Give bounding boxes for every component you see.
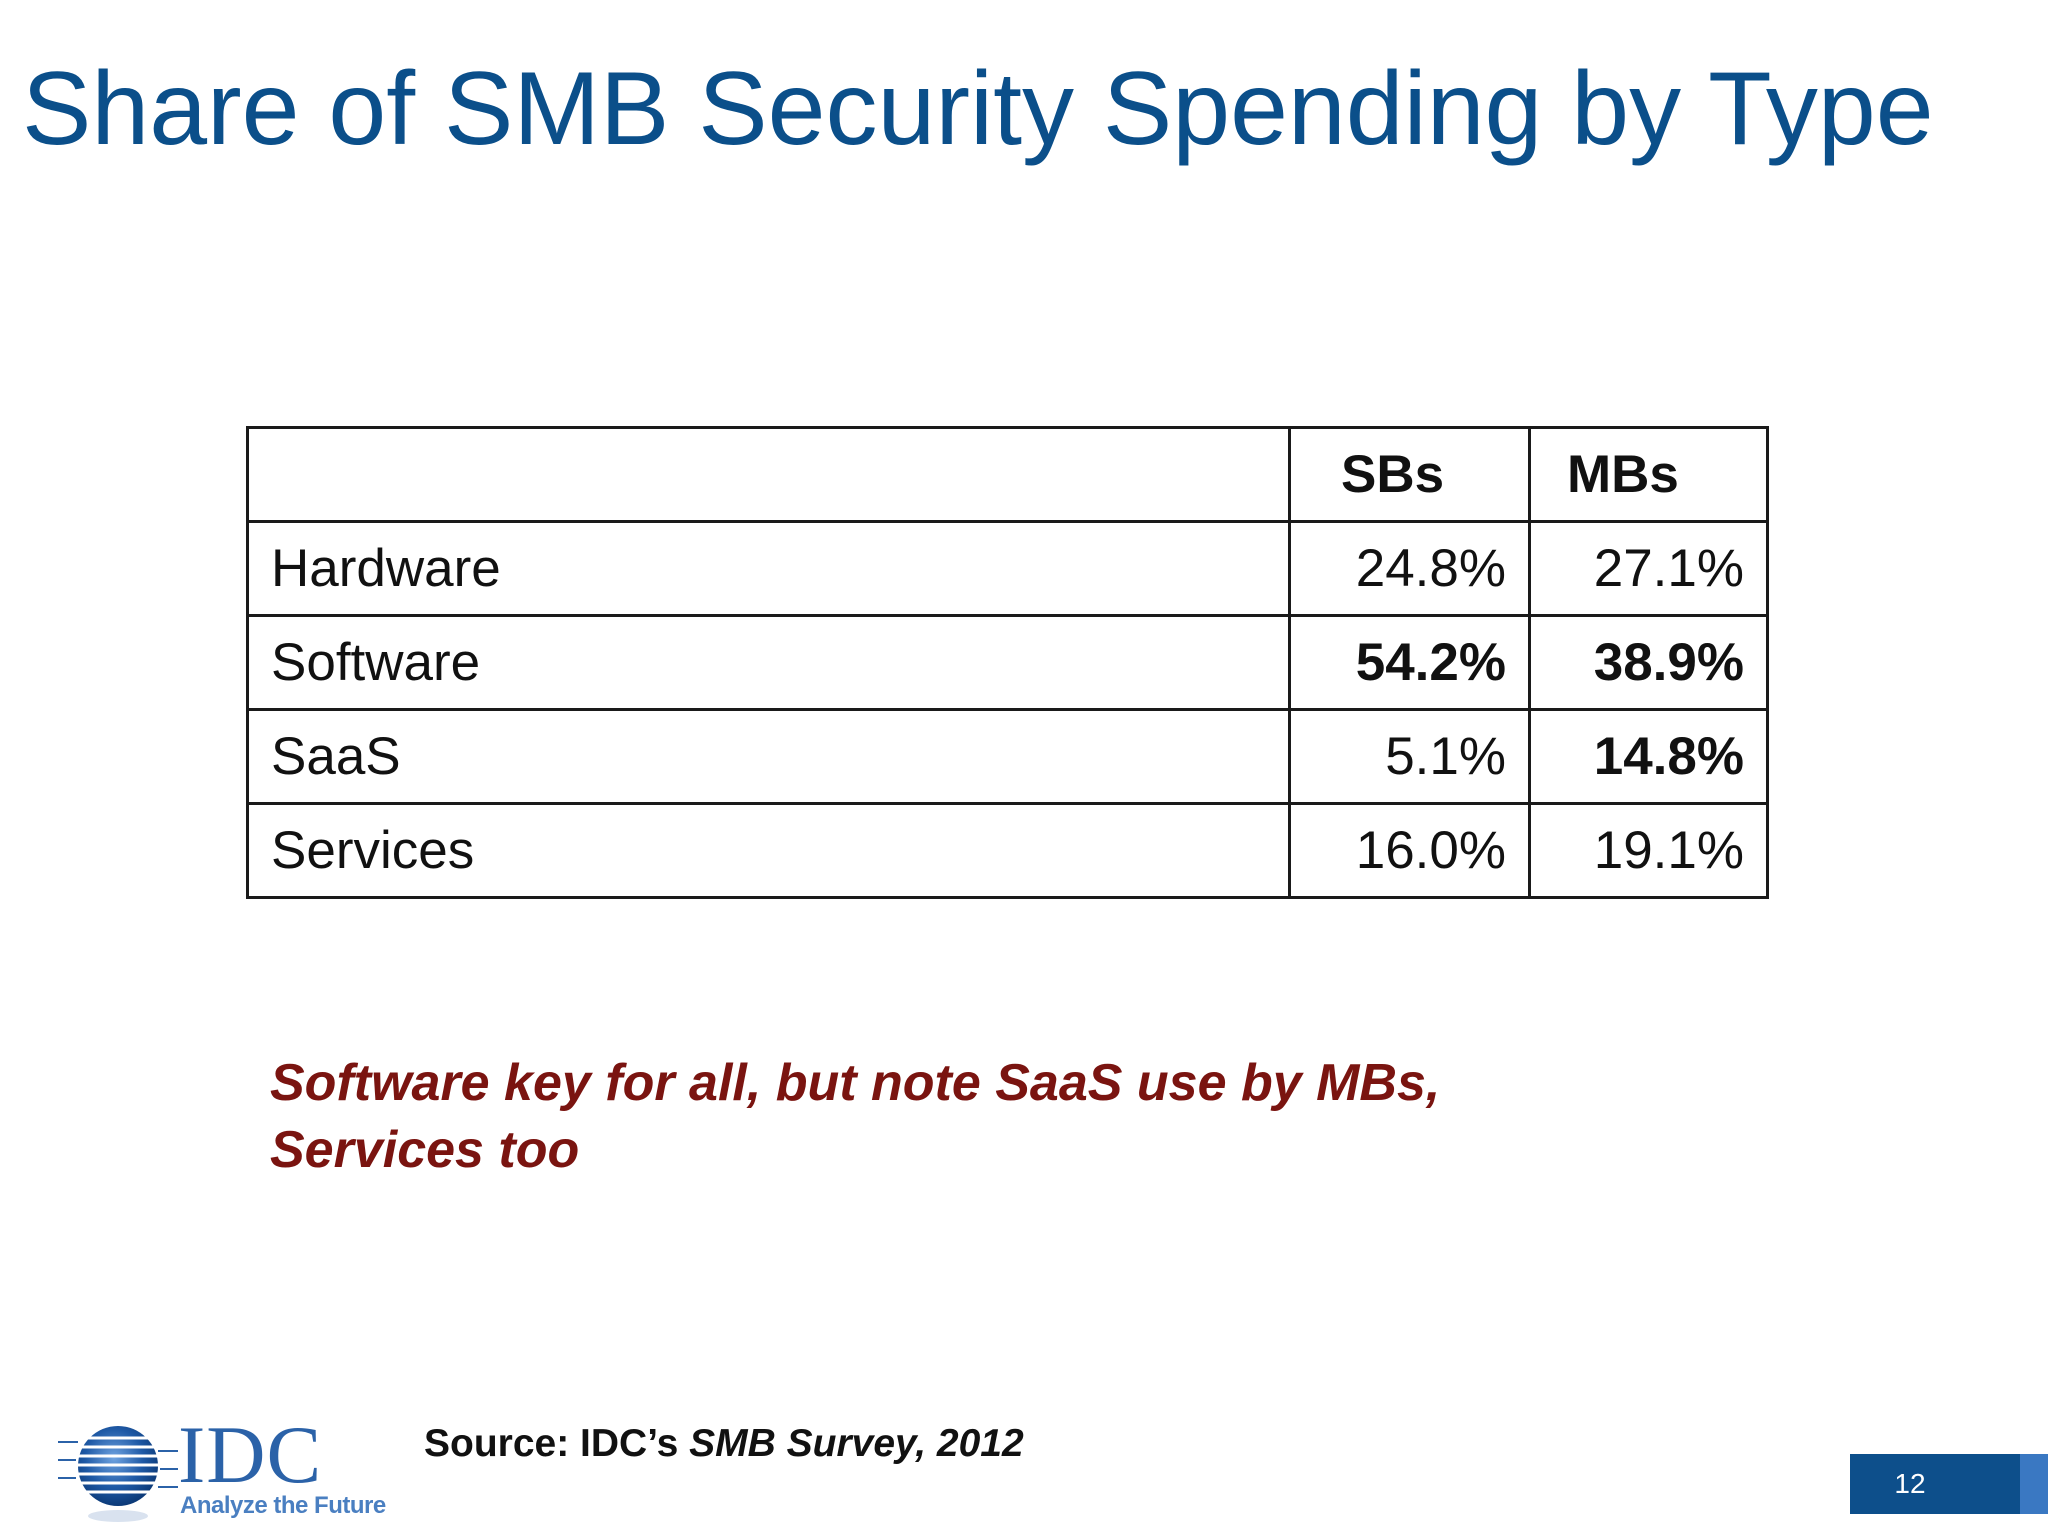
mbs-value: 14.8% <box>1528 708 1769 805</box>
logo-wordmark: IDC <box>178 1409 323 1500</box>
table-row: Hardware 24.8% 27.1% <box>246 520 1769 617</box>
table-header-row: SBs MBs <box>246 426 1769 523</box>
sbs-value: 24.8% <box>1288 520 1531 617</box>
takeaway-line-2: Services too <box>270 1121 580 1179</box>
row-label: Software <box>246 614 1291 711</box>
sbs-value: 54.2% <box>1288 614 1531 711</box>
mbs-value: 38.9% <box>1528 614 1769 711</box>
row-label: Services <box>246 802 1291 899</box>
mbs-value: 27.1% <box>1528 520 1769 617</box>
header-mbs: MBs <box>1528 426 1769 523</box>
takeaway-text: Software key for all, but note SaaS use … <box>270 1050 1770 1184</box>
header-empty-cell <box>246 426 1291 523</box>
sbs-value: 5.1% <box>1288 708 1531 805</box>
table-row: Services 16.0% 19.1% <box>246 802 1769 899</box>
globe-icon <box>58 1426 178 1522</box>
slide-title: Share of SMB Security Spending by Type <box>22 51 1934 167</box>
page-number-badge <box>1850 1454 2020 1514</box>
page-number: 12 <box>1894 1468 1926 1499</box>
page-badge-accent <box>2020 1454 2048 1514</box>
source-citation: Source: IDC’s SMB Survey, 2012 <box>424 1422 1024 1466</box>
logo-tagline: Analyze the Future <box>180 1492 386 1519</box>
source-title: SMB Survey, 2012 <box>689 1422 1024 1465</box>
sbs-value: 16.0% <box>1288 802 1531 899</box>
mbs-value: 19.1% <box>1528 802 1769 899</box>
takeaway-line-1: Software key for all, but note SaaS use … <box>270 1054 1441 1112</box>
idc-logo: IDC Analyze the Future <box>58 1409 388 1526</box>
row-label: SaaS <box>246 708 1291 805</box>
header-sbs: SBs <box>1288 426 1531 523</box>
spending-table: SBs MBs Hardware 24.8% 27.1% Software 54… <box>246 426 1769 899</box>
table-row: Software 54.2% 38.9% <box>246 614 1769 711</box>
row-label: Hardware <box>246 520 1291 617</box>
table-row: SaaS 5.1% 14.8% <box>246 708 1769 805</box>
source-prefix: Source: IDC’s <box>424 1422 690 1465</box>
